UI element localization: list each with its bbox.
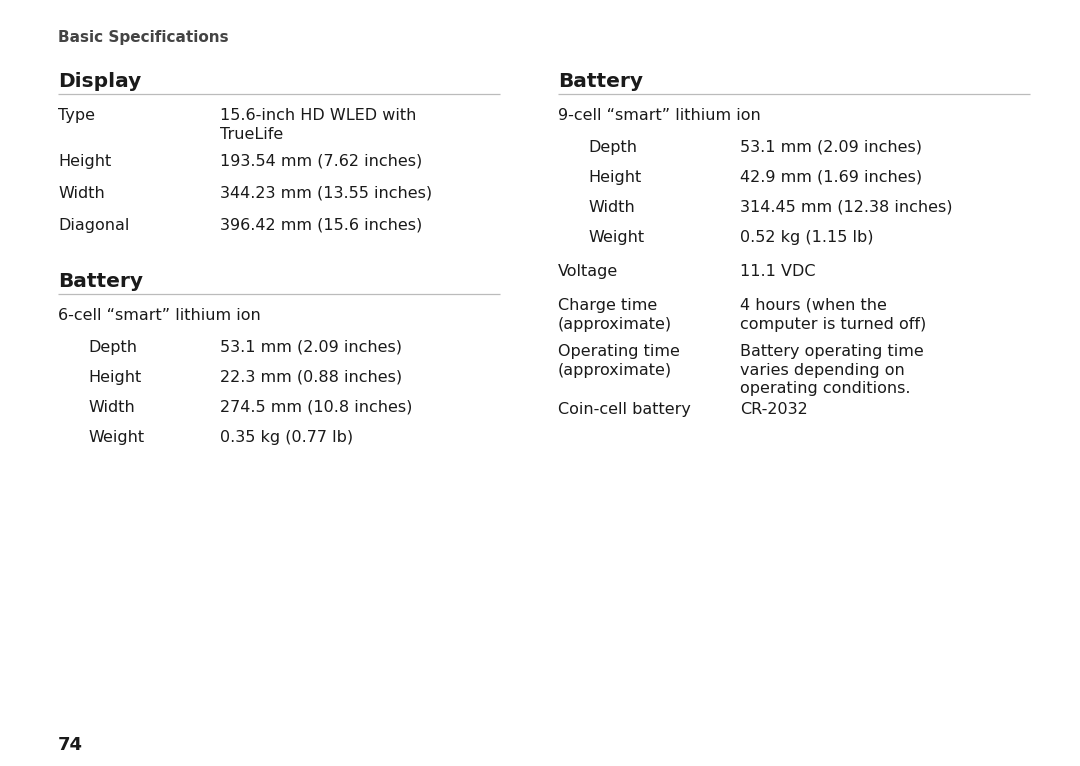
Text: Charge time
(approximate): Charge time (approximate): [558, 298, 672, 332]
Text: 11.1 VDC: 11.1 VDC: [740, 264, 815, 279]
Text: 0.35 kg (0.77 lb): 0.35 kg (0.77 lb): [220, 430, 353, 445]
Text: Height: Height: [588, 170, 642, 185]
Text: Depth: Depth: [588, 140, 637, 155]
Text: 4 hours (when the
computer is turned off): 4 hours (when the computer is turned off…: [740, 298, 927, 332]
Text: 74: 74: [58, 736, 83, 754]
Text: Battery: Battery: [58, 272, 143, 291]
Text: Voltage: Voltage: [558, 264, 618, 279]
Text: 396.42 mm (15.6 inches): 396.42 mm (15.6 inches): [220, 218, 422, 233]
Text: Operating time
(approximate): Operating time (approximate): [558, 344, 680, 378]
Text: 53.1 mm (2.09 inches): 53.1 mm (2.09 inches): [220, 340, 402, 355]
Text: Type: Type: [58, 108, 95, 123]
Text: Diagonal: Diagonal: [58, 218, 130, 233]
Text: Depth: Depth: [87, 340, 137, 355]
Text: Weight: Weight: [87, 430, 144, 445]
Text: Width: Width: [87, 400, 135, 415]
Text: 193.54 mm (7.62 inches): 193.54 mm (7.62 inches): [220, 154, 422, 169]
Text: Coin-cell battery: Coin-cell battery: [558, 402, 691, 417]
Text: Width: Width: [58, 186, 105, 201]
Text: CR-2032: CR-2032: [740, 402, 808, 417]
Text: Weight: Weight: [588, 230, 644, 245]
Text: Battery: Battery: [558, 72, 643, 91]
Text: 314.45 mm (12.38 inches): 314.45 mm (12.38 inches): [740, 200, 953, 215]
Text: 9-cell “smart” lithium ion: 9-cell “smart” lithium ion: [558, 108, 760, 123]
Text: Basic Specifications: Basic Specifications: [58, 30, 229, 45]
Text: Battery operating time
varies depending on
operating conditions.: Battery operating time varies depending …: [740, 344, 923, 396]
Text: 0.52 kg (1.15 lb): 0.52 kg (1.15 lb): [740, 230, 874, 245]
Text: 42.9 mm (1.69 inches): 42.9 mm (1.69 inches): [740, 170, 922, 185]
Text: 6-cell “smart” lithium ion: 6-cell “smart” lithium ion: [58, 308, 260, 323]
Text: 22.3 mm (0.88 inches): 22.3 mm (0.88 inches): [220, 370, 402, 385]
Text: Display: Display: [58, 72, 141, 91]
Text: Width: Width: [588, 200, 635, 215]
Text: 344.23 mm (13.55 inches): 344.23 mm (13.55 inches): [220, 186, 432, 201]
Text: Height: Height: [58, 154, 111, 169]
Text: 15.6-inch HD WLED with
TrueLife: 15.6-inch HD WLED with TrueLife: [220, 108, 417, 142]
Text: 53.1 mm (2.09 inches): 53.1 mm (2.09 inches): [740, 140, 922, 155]
Text: Height: Height: [87, 370, 141, 385]
Text: 274.5 mm (10.8 inches): 274.5 mm (10.8 inches): [220, 400, 413, 415]
